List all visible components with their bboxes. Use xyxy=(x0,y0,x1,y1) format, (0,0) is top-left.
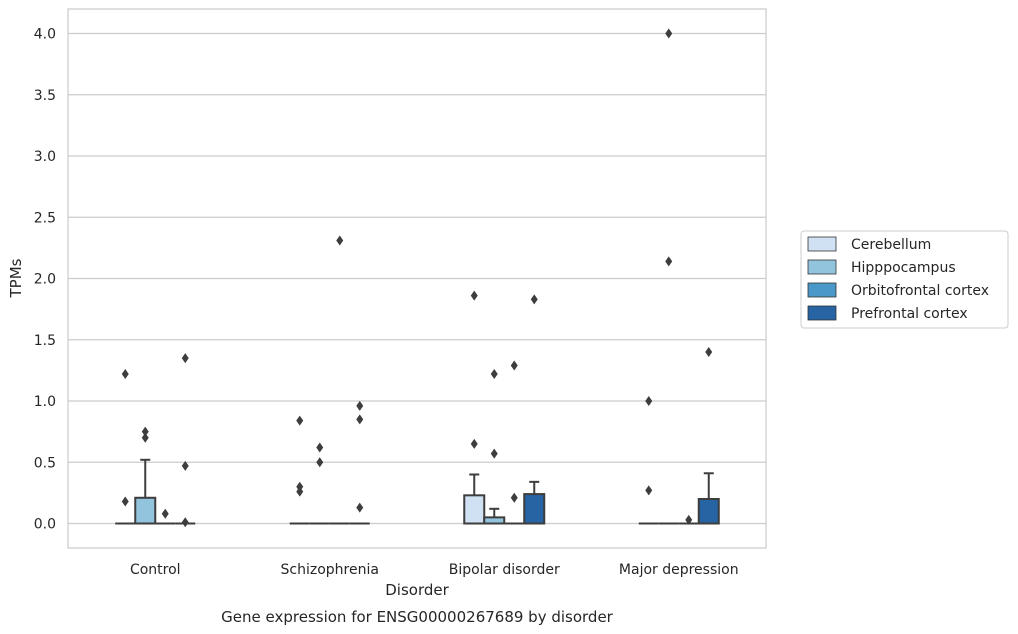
x-axis-ticks: Control Schizophrenia Bipolar disorder Majo… xyxy=(130,562,739,578)
y-tick-label: 3.5 xyxy=(34,88,56,104)
outlier-point xyxy=(510,360,518,371)
box-group xyxy=(175,353,196,528)
y-axis-ticks: 0.0 0.5 1.0 1.5 2.0 2.5 3.0 3.5 4.0 xyxy=(34,27,56,533)
x-tick-label: Control xyxy=(130,562,181,578)
legend-swatch xyxy=(807,259,837,275)
legend-swatch xyxy=(807,305,837,321)
y-tick-label: 0.0 xyxy=(34,517,56,533)
plot-frame xyxy=(67,8,767,549)
y-tick-label: 2.5 xyxy=(34,210,56,226)
outlier-point xyxy=(490,369,498,380)
box-group xyxy=(504,360,525,525)
y-tick-label: 4.0 xyxy=(34,27,56,43)
box-group xyxy=(523,294,546,525)
legend-label: Prefrontal cortex xyxy=(851,306,968,322)
outlier-point xyxy=(296,415,304,426)
chart-caption: Gene expression for ENSG00000267689 by d… xyxy=(221,608,614,626)
x-tick-label: Schizophrenia xyxy=(281,562,379,578)
box-plots xyxy=(115,28,720,528)
outlier-point xyxy=(356,400,364,411)
outlier-point xyxy=(470,290,478,301)
outlier-point xyxy=(645,396,653,406)
outlier-point xyxy=(510,492,518,503)
box-group xyxy=(155,508,176,525)
outlier-point xyxy=(121,496,129,507)
outlier-point xyxy=(141,432,149,443)
y-axis-label: TPMs xyxy=(7,258,25,298)
box-group xyxy=(134,426,157,525)
box xyxy=(697,498,720,525)
box-group xyxy=(349,400,370,525)
outlier-point xyxy=(705,347,713,357)
x-axis-label: Disorder xyxy=(385,581,449,599)
box-group xyxy=(329,235,350,525)
box-group xyxy=(658,28,679,525)
box-group xyxy=(115,369,136,525)
outlier-point xyxy=(141,426,149,437)
box-group xyxy=(678,514,699,525)
outlier-point xyxy=(121,369,129,380)
box-group xyxy=(697,347,720,525)
box-group xyxy=(638,396,659,525)
y-tick-label: 0.5 xyxy=(34,455,56,471)
legend-swatch xyxy=(807,282,837,298)
outlier-point xyxy=(356,414,364,425)
outlier-point xyxy=(181,460,189,471)
outlier-point xyxy=(645,485,653,496)
box-group xyxy=(309,442,330,525)
y-tick-label: 1.5 xyxy=(34,333,56,349)
legend-frame xyxy=(800,230,1009,329)
box-group xyxy=(483,369,506,525)
outlier-point xyxy=(296,486,304,497)
outlier-point xyxy=(316,457,324,468)
outlier-point xyxy=(181,353,189,364)
box xyxy=(134,496,157,525)
outlier-point xyxy=(665,28,673,39)
legend-label: Cerebellum xyxy=(851,237,931,253)
outlier-point xyxy=(490,448,498,459)
y-tick-label: 3.0 xyxy=(34,149,56,165)
outlier-point xyxy=(316,442,324,453)
y-tick-label: 2.0 xyxy=(34,272,56,288)
outlier-point xyxy=(665,256,673,267)
y-tick-label: 1.0 xyxy=(34,394,56,410)
legend-label: Hipppocampus xyxy=(851,260,956,276)
outlier-point xyxy=(161,508,169,519)
outlier-point xyxy=(470,438,478,449)
box-group xyxy=(289,415,310,525)
legend-swatch xyxy=(807,236,837,252)
legend-label: Orbitofrontal cortex xyxy=(851,283,989,299)
legend: Cerebellum Hipppocampus Orbitofrontal cort… xyxy=(800,230,1009,329)
box xyxy=(523,493,546,525)
box xyxy=(463,494,486,525)
outlier-point xyxy=(336,235,344,246)
outlier-point xyxy=(685,514,693,525)
x-tick-label: Major depression xyxy=(619,562,739,578)
outlier-point xyxy=(356,502,364,513)
outlier-point xyxy=(530,294,538,305)
box-group xyxy=(463,290,486,525)
outlier-point xyxy=(181,517,189,528)
x-tick-label: Bipolar disorder xyxy=(449,562,560,578)
